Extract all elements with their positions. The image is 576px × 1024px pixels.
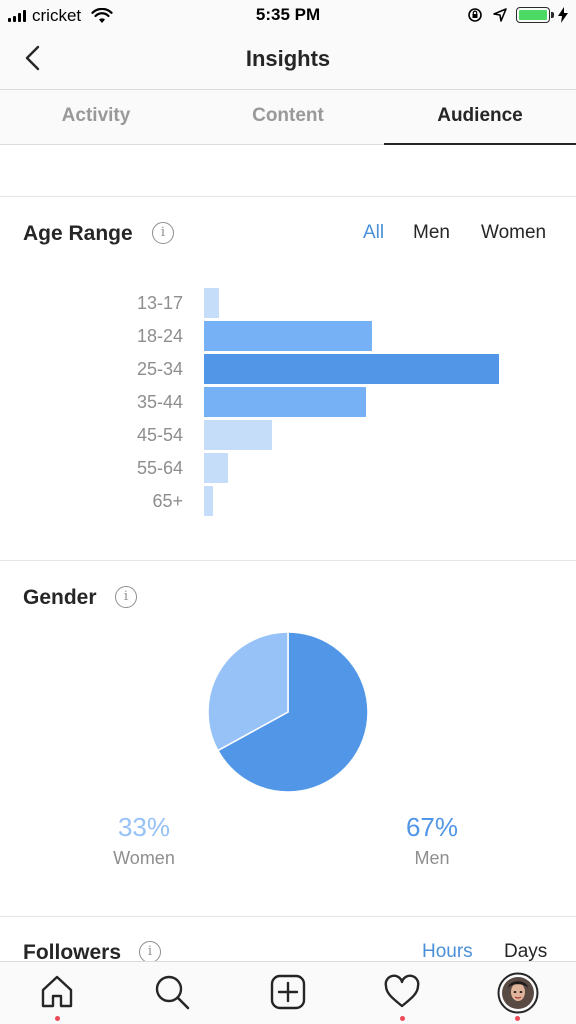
age-bar-18-24 <box>204 321 372 351</box>
women-label: Women <box>64 848 224 869</box>
orientation-lock-icon <box>466 6 484 24</box>
age-label-25-34: 25-34 <box>93 359 183 380</box>
section-divider <box>0 196 576 197</box>
tab-activity[interactable]: Activity <box>0 90 192 144</box>
age-label-45-54: 45-54 <box>93 425 183 446</box>
section-divider <box>0 916 576 917</box>
age-filter-women[interactable]: Women <box>481 222 546 244</box>
home-icon <box>37 972 77 1012</box>
tab-audience[interactable]: Audience <box>384 90 576 144</box>
followers-filter-hours[interactable]: Hours <box>422 941 473 963</box>
nav-profile-button[interactable] <box>497 972 539 1014</box>
navigation-header: Insights <box>0 30 576 90</box>
age-range-title: Age Range <box>23 222 133 246</box>
age-label-35-44: 35-44 <box>93 392 183 413</box>
age-label-65-plus: 65+ <box>93 491 183 512</box>
nav-home-button[interactable] <box>37 972 77 1012</box>
followers-info-icon[interactable]: i <box>139 941 161 963</box>
age-filter-all[interactable]: All <box>363 222 384 244</box>
women-percent: 33% <box>64 812 224 843</box>
age-label-55-64: 55-64 <box>93 458 183 479</box>
age-bar-55-64 <box>204 453 228 483</box>
profile-notification-dot <box>515 1016 520 1021</box>
age-bar-13-17 <box>204 288 219 318</box>
age-bar-45-54 <box>204 420 272 450</box>
status-right <box>466 6 568 24</box>
profile-avatar-icon <box>497 972 539 1014</box>
followers-filter-days[interactable]: Days <box>504 941 547 963</box>
age-bar-25-34 <box>204 354 499 384</box>
age-bar-65-plus <box>204 486 213 516</box>
tab-bar: Activity Content Audience <box>0 90 576 145</box>
heart-icon <box>382 972 422 1012</box>
age-label-18-24: 18-24 <box>93 326 183 347</box>
nav-search-button[interactable] <box>152 972 192 1012</box>
add-post-icon <box>268 972 308 1012</box>
nav-activity-button[interactable] <box>382 972 422 1012</box>
tab-content[interactable]: Content <box>192 90 384 144</box>
search-icon <box>152 972 192 1012</box>
gender-info-icon[interactable]: i <box>115 586 137 608</box>
battery-level <box>519 10 547 20</box>
age-filter-men[interactable]: Men <box>413 222 450 244</box>
age-range-info-icon[interactable]: i <box>152 222 174 244</box>
men-percent: 67% <box>352 812 512 843</box>
charging-bolt-icon <box>558 7 568 23</box>
activity-notification-dot <box>400 1016 405 1021</box>
gender-title: Gender <box>23 586 97 610</box>
home-notification-dot <box>55 1016 60 1021</box>
status-bar: cricket 5:35 PM <box>0 0 576 30</box>
nav-add-post-button[interactable] <box>268 972 308 1012</box>
age-label-13-17: 13-17 <box>93 293 183 314</box>
location-icon <box>492 7 508 23</box>
bottom-navigation <box>0 961 576 1024</box>
battery-icon <box>516 7 550 23</box>
gender-pie-chart <box>0 622 576 802</box>
section-divider <box>0 560 576 561</box>
page-title: Insights <box>0 46 576 72</box>
age-bar-35-44 <box>204 387 366 417</box>
men-label: Men <box>352 848 512 869</box>
